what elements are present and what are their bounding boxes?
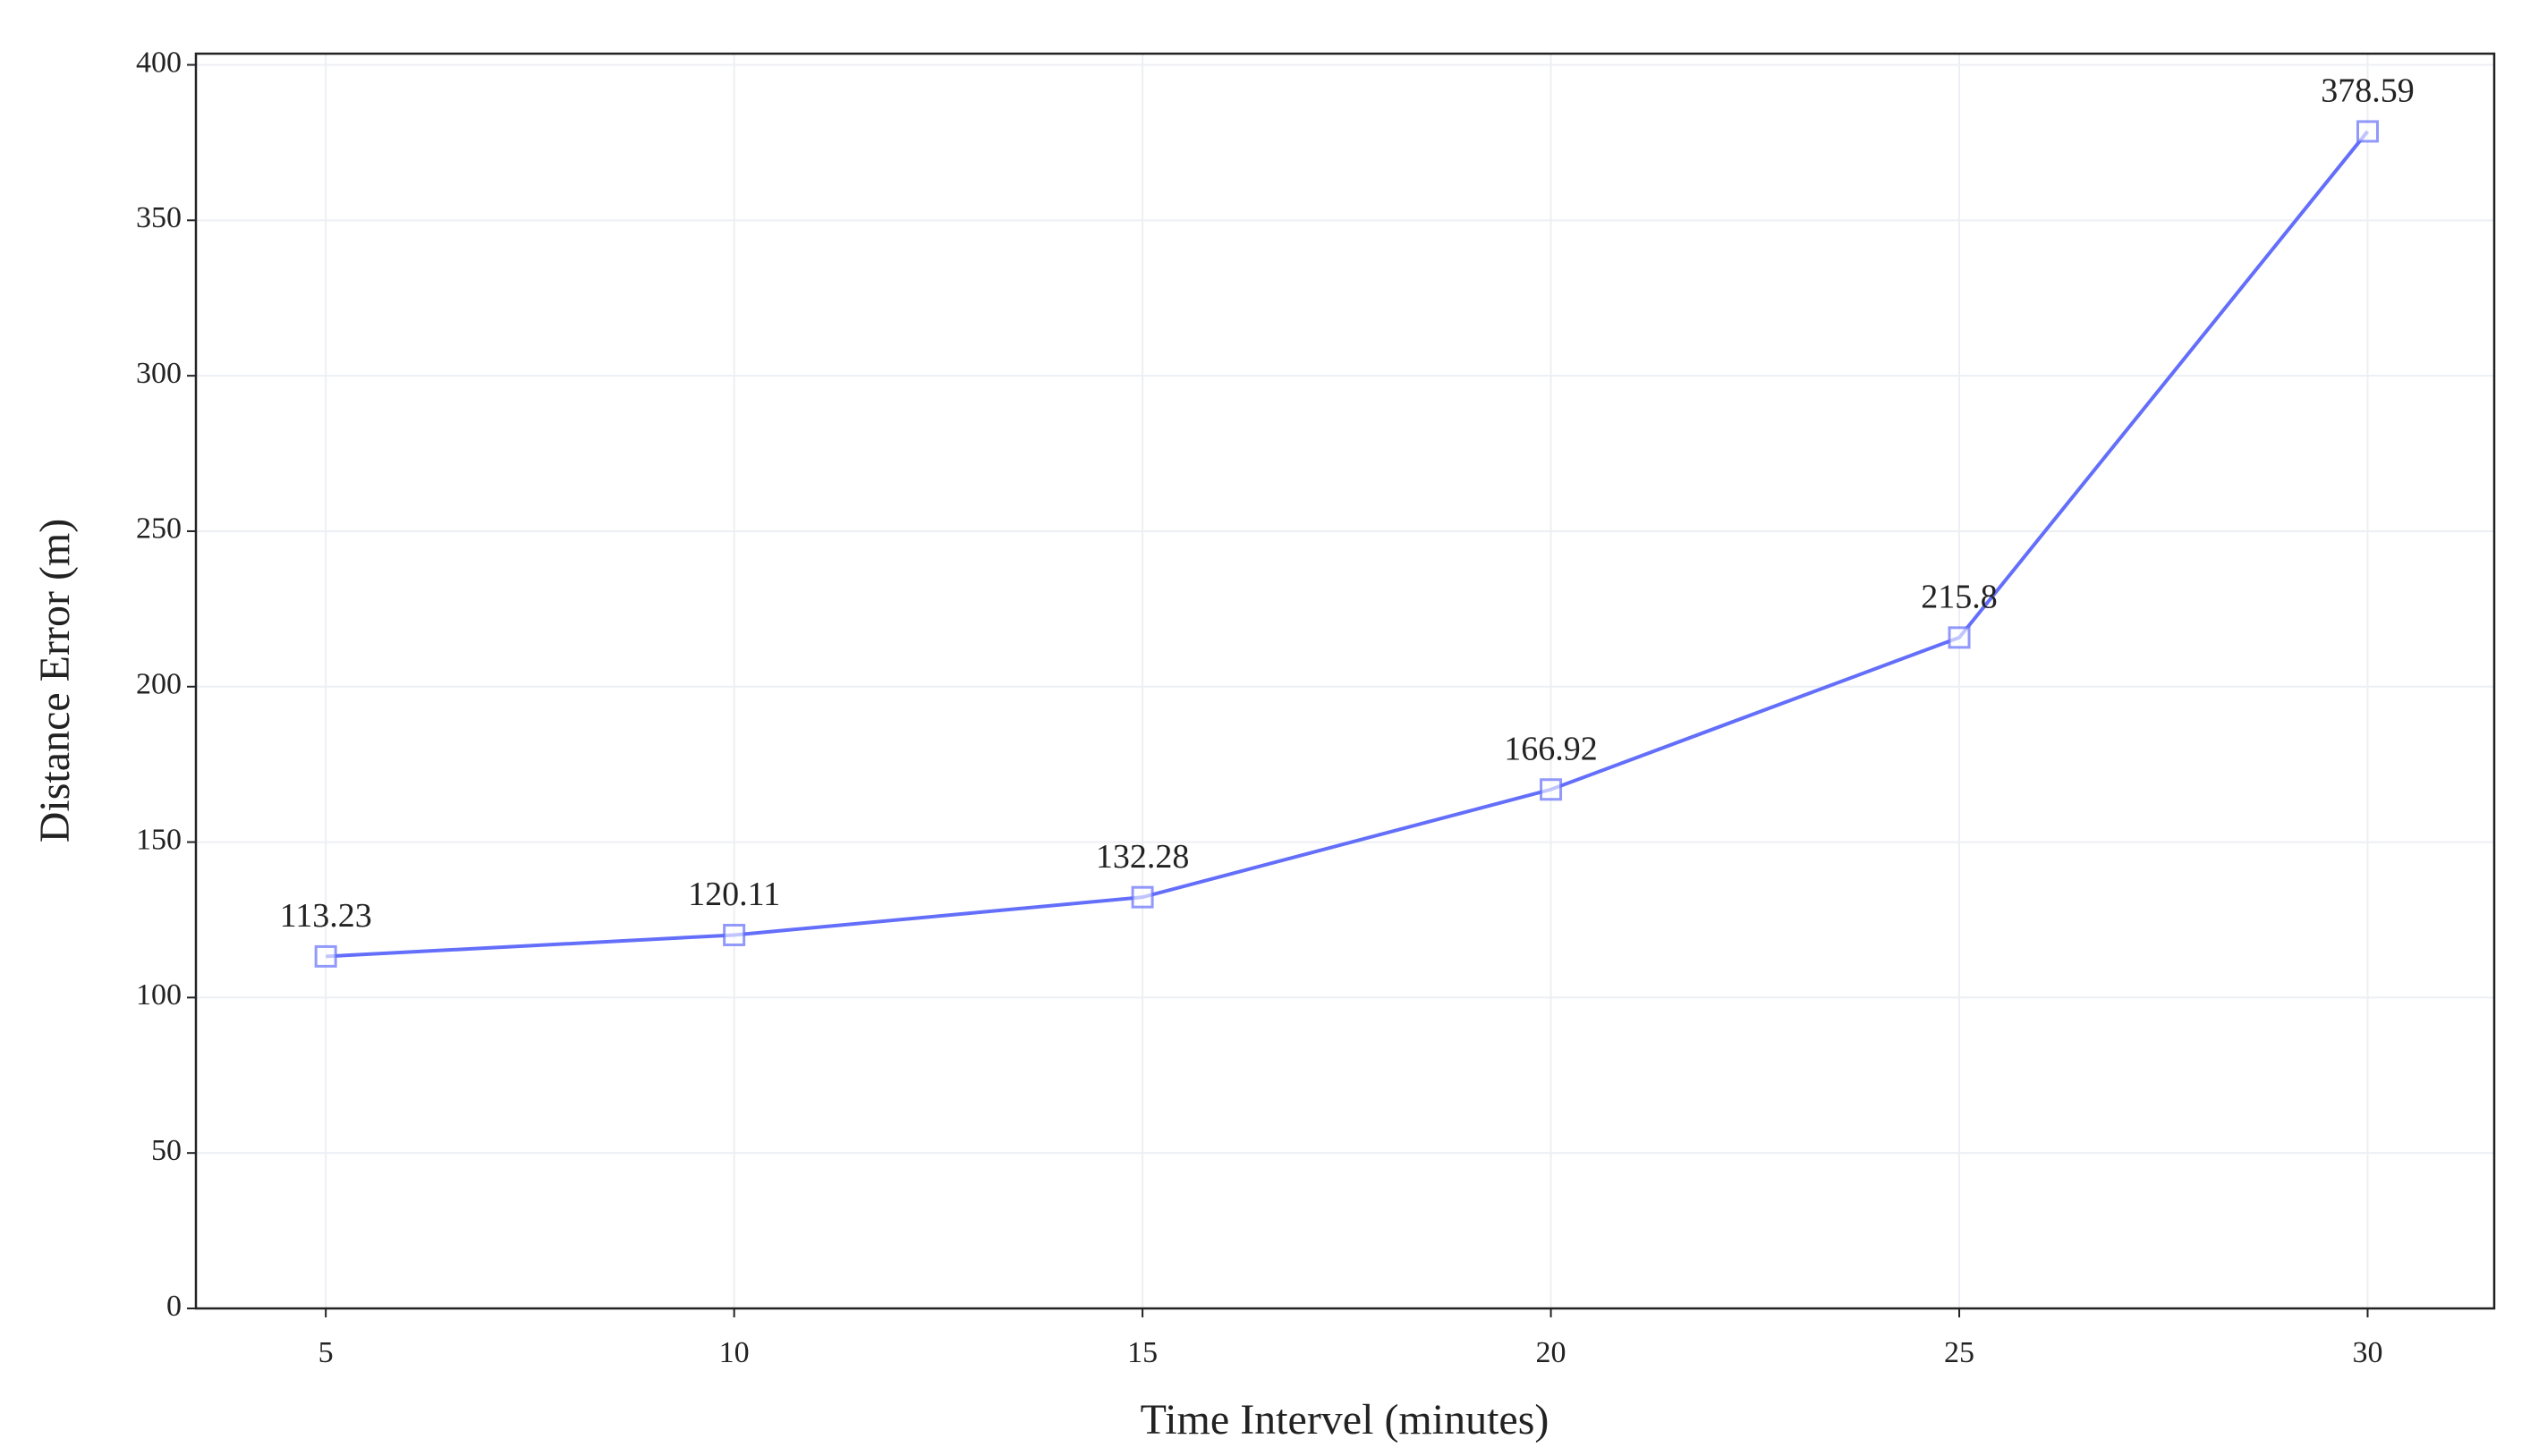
plot-frame: [194, 52, 2496, 1310]
marker: [2356, 120, 2379, 143]
y-tick-label: 50: [151, 1134, 182, 1167]
y-tick-label: 100: [136, 978, 182, 1012]
marker: [723, 923, 746, 946]
x-tick-label: 25: [1944, 1336, 1974, 1369]
y-tick-label: 250: [136, 512, 182, 546]
y-tick-label: 0: [166, 1290, 182, 1323]
x-tick-label: 15: [1127, 1336, 1158, 1369]
line: [326, 130, 2370, 959]
marker: [1131, 885, 1154, 909]
y-tick-label: 350: [136, 201, 182, 234]
x-tick-label: 20: [1536, 1336, 1566, 1369]
x-axis-title: Time Intervel (minutes): [1141, 1396, 1549, 1443]
marker: [314, 944, 337, 968]
marker: [1948, 626, 1971, 649]
y-tick-label: 150: [136, 823, 182, 856]
y-tick-label: 300: [136, 357, 182, 390]
data-label: 378.59: [2321, 72, 2415, 110]
y-axis-title: Distance Error (m): [31, 519, 79, 843]
data-label: 132.28: [1096, 838, 1190, 876]
y-tick-label: 200: [136, 668, 182, 701]
data-label: 166.92: [1504, 730, 1598, 767]
x-tick-label: 10: [719, 1336, 750, 1369]
y-tick-label: 400: [136, 46, 182, 79]
x-tick-label: 5: [318, 1336, 334, 1369]
x-tick-label: 30: [2352, 1336, 2382, 1369]
data-label: 120.11: [688, 876, 780, 913]
marker: [1540, 778, 1563, 801]
data-label: 113.23: [280, 897, 372, 935]
data-label: 215.8: [1921, 579, 1998, 616]
